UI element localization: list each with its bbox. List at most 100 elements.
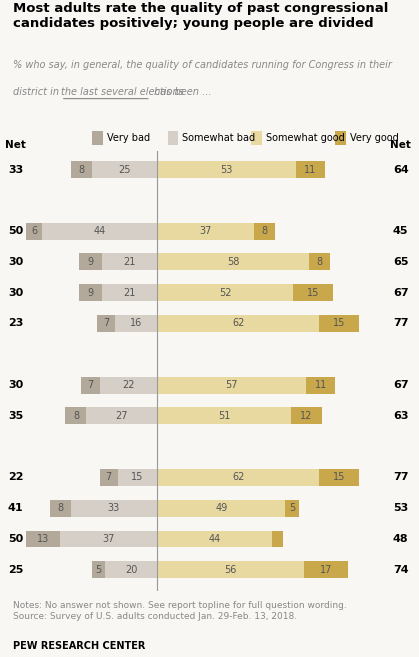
Text: 33: 33 xyxy=(8,165,23,175)
Bar xyxy=(100,376,157,394)
Text: 37: 37 xyxy=(199,226,212,236)
Text: 50: 50 xyxy=(8,226,23,236)
Text: Somewhat good: Somewhat good xyxy=(266,133,345,143)
Text: 53: 53 xyxy=(220,165,233,175)
Bar xyxy=(97,315,115,332)
Bar xyxy=(304,561,348,578)
Text: 11: 11 xyxy=(315,380,327,390)
Text: 8: 8 xyxy=(316,257,323,267)
Bar xyxy=(157,376,306,394)
Text: 22: 22 xyxy=(8,472,23,482)
Text: 17: 17 xyxy=(320,565,332,575)
Bar xyxy=(157,561,304,578)
Text: 37: 37 xyxy=(103,534,115,544)
Bar xyxy=(71,500,157,516)
Text: 62: 62 xyxy=(232,472,245,482)
Bar xyxy=(251,131,262,145)
Text: 52: 52 xyxy=(219,288,231,298)
Bar xyxy=(65,407,86,424)
Bar xyxy=(81,376,100,394)
Bar xyxy=(168,131,178,145)
Text: 25: 25 xyxy=(118,165,131,175)
Text: 35: 35 xyxy=(8,411,23,421)
Text: Most adults rate the quality of past congressional
candidates positively; young : Most adults rate the quality of past con… xyxy=(13,3,388,30)
Text: 8: 8 xyxy=(78,165,84,175)
Text: 45: 45 xyxy=(393,226,409,236)
Text: 13: 13 xyxy=(37,534,49,544)
Bar xyxy=(293,284,333,301)
Text: 8: 8 xyxy=(57,503,63,513)
Text: 20: 20 xyxy=(125,565,137,575)
Bar xyxy=(60,530,157,547)
Bar xyxy=(50,500,71,516)
Bar xyxy=(42,223,157,240)
Text: 25: 25 xyxy=(8,565,23,575)
Text: 7: 7 xyxy=(87,380,93,390)
Text: 22: 22 xyxy=(122,380,134,390)
Bar xyxy=(157,284,293,301)
Text: 6: 6 xyxy=(31,226,37,236)
Bar xyxy=(100,469,118,486)
Bar xyxy=(92,561,105,578)
Bar xyxy=(105,561,157,578)
Text: 77: 77 xyxy=(393,472,409,482)
Text: 7: 7 xyxy=(106,472,112,482)
Text: 9: 9 xyxy=(87,257,93,267)
Text: district in: district in xyxy=(13,87,62,97)
Text: 77: 77 xyxy=(393,319,409,328)
Text: 44: 44 xyxy=(209,534,221,544)
Text: 67: 67 xyxy=(393,288,409,298)
Text: 7: 7 xyxy=(103,319,109,328)
Text: 27: 27 xyxy=(116,411,128,421)
Bar xyxy=(309,254,330,271)
Text: 56: 56 xyxy=(224,565,237,575)
Bar xyxy=(157,500,285,516)
Text: 30: 30 xyxy=(8,380,23,390)
Text: 53: 53 xyxy=(393,503,408,513)
Text: 74: 74 xyxy=(393,565,409,575)
Text: % who say, in general, the quality of candidates running for Congress in their: % who say, in general, the quality of ca… xyxy=(13,60,391,70)
Text: 21: 21 xyxy=(124,288,136,298)
Text: 64: 64 xyxy=(393,165,409,175)
Text: 67: 67 xyxy=(393,380,409,390)
Bar xyxy=(254,223,275,240)
Bar xyxy=(157,161,296,178)
Text: 49: 49 xyxy=(215,503,228,513)
Text: Very bad: Very bad xyxy=(107,133,150,143)
Text: Very good: Very good xyxy=(350,133,398,143)
Bar xyxy=(71,161,92,178)
Text: has been …: has been … xyxy=(151,87,212,97)
Text: 57: 57 xyxy=(225,380,238,390)
Bar xyxy=(26,223,42,240)
Text: 16: 16 xyxy=(130,319,142,328)
Text: 50: 50 xyxy=(8,534,23,544)
Text: 62: 62 xyxy=(232,319,245,328)
Text: 5: 5 xyxy=(289,503,295,513)
Text: Notes: No answer not shown. See report topline for full question wording.
Source: Notes: No answer not shown. See report t… xyxy=(13,601,347,621)
Text: 48: 48 xyxy=(393,534,409,544)
Text: Net: Net xyxy=(390,141,411,150)
Text: 65: 65 xyxy=(393,257,409,267)
Text: 30: 30 xyxy=(8,257,23,267)
Text: 11: 11 xyxy=(304,165,316,175)
Text: 21: 21 xyxy=(124,257,136,267)
Text: 15: 15 xyxy=(333,319,345,328)
Bar xyxy=(306,376,335,394)
Text: 15: 15 xyxy=(131,472,144,482)
Text: PEW RESEARCH CENTER: PEW RESEARCH CENTER xyxy=(13,641,145,650)
Bar xyxy=(115,315,157,332)
Text: 58: 58 xyxy=(227,257,239,267)
Text: 8: 8 xyxy=(73,411,79,421)
Bar xyxy=(118,469,157,486)
Bar xyxy=(157,407,291,424)
Text: the last several elections: the last several elections xyxy=(61,87,184,97)
Bar xyxy=(157,315,320,332)
Bar xyxy=(157,469,320,486)
Bar xyxy=(79,284,102,301)
Text: 23: 23 xyxy=(8,319,23,328)
Text: Somewhat bad: Somewhat bad xyxy=(182,133,256,143)
Bar xyxy=(291,407,322,424)
Bar xyxy=(92,131,103,145)
Text: 33: 33 xyxy=(108,503,120,513)
Text: 8: 8 xyxy=(261,226,268,236)
